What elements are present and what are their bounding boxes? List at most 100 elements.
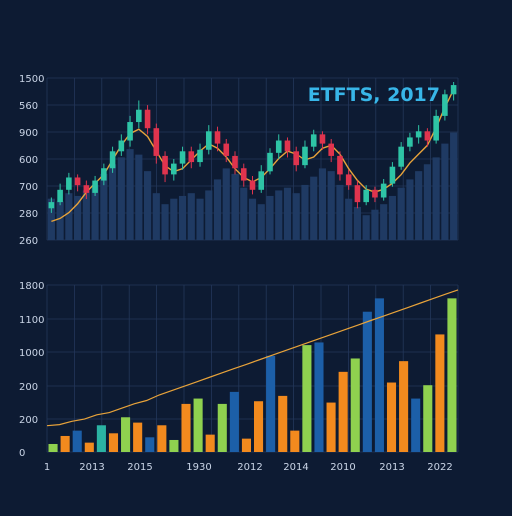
volume-bar <box>336 184 344 240</box>
volume-bar <box>74 195 82 240</box>
bar <box>96 425 106 452</box>
bar <box>193 398 203 452</box>
bar <box>338 371 348 452</box>
volume-bar <box>240 187 248 240</box>
volume-bar <box>353 206 362 240</box>
volume-bar <box>126 149 134 240</box>
volume-bar <box>318 168 327 240</box>
bar <box>266 355 276 452</box>
bottom-bars <box>48 298 457 452</box>
volume-bar <box>397 187 405 240</box>
volume-bar <box>161 204 169 240</box>
candle-body <box>66 177 72 190</box>
bottom-y-tick-label: 1000 <box>19 348 44 359</box>
bar <box>241 438 251 452</box>
top-y-tick-label: 600 <box>19 155 38 166</box>
volume-bar <box>135 154 143 240</box>
top-y-tick-label: 280 <box>19 209 38 220</box>
bottom-y-tick-label: 1800 <box>19 281 44 292</box>
bottom-x-tick-label: 2013 <box>79 462 104 473</box>
candle-body <box>179 151 186 164</box>
candle-body <box>136 109 142 123</box>
bottom-x-tick-labels: 1 2013 2015 1930 2012 2014 2010 2013 2022 <box>44 462 453 473</box>
top-y-tick-label: 900 <box>19 128 38 139</box>
candle-body <box>293 151 300 166</box>
bar <box>254 401 264 452</box>
candle-body <box>354 185 361 203</box>
bottom-trend-line <box>46 289 459 427</box>
bar <box>374 298 384 452</box>
volume-bar <box>152 193 160 240</box>
volume-bar <box>47 198 55 240</box>
bar <box>435 334 445 452</box>
bar <box>447 298 457 452</box>
bar <box>362 311 372 452</box>
bar <box>169 439 179 452</box>
bar <box>314 342 324 452</box>
volume-bar <box>231 173 239 240</box>
candle-body <box>389 166 396 184</box>
volume-bar <box>65 193 73 240</box>
volume-bar <box>301 184 309 240</box>
candle-body <box>232 155 238 169</box>
candle-body <box>415 131 422 138</box>
volume-bar <box>345 198 353 240</box>
candle-body <box>398 146 404 167</box>
volume-bar <box>100 173 108 240</box>
volume-bar <box>205 190 213 240</box>
candle-body <box>380 183 387 198</box>
candle-body <box>258 171 265 190</box>
bottom-x-tick-label: 2014 <box>283 462 308 473</box>
candle-body <box>83 185 90 193</box>
bar <box>326 402 336 452</box>
candle-body <box>328 143 335 156</box>
bar <box>350 358 360 452</box>
bar <box>60 435 70 452</box>
volume-bar <box>283 187 292 240</box>
bar <box>48 443 58 452</box>
chart-annotation: ETFTS, 2017 <box>308 84 440 106</box>
volume-bar <box>143 171 152 240</box>
bottom-x-tick-label: 2012 <box>237 462 262 473</box>
bar <box>399 361 409 452</box>
volume-bar <box>388 195 396 240</box>
top-y-tick-label: 260 <box>19 236 38 247</box>
volume-bar <box>196 198 204 240</box>
bar <box>145 437 155 452</box>
bar <box>386 382 397 452</box>
volume-bar <box>380 204 388 240</box>
bottom-y-tick-label: 200 <box>19 382 38 393</box>
candlestick-panel: 1500 560 900 600 700 280 260 ETFTS, 2017 <box>19 74 459 247</box>
candle-body <box>363 189 369 203</box>
bar <box>205 434 215 452</box>
candle-body <box>302 146 308 166</box>
volume-bar <box>222 168 230 240</box>
candle-body <box>267 152 273 172</box>
top-y-tick-label: 560 <box>19 101 38 112</box>
volume-bar <box>362 215 370 240</box>
candle-body <box>424 131 431 141</box>
candle-body <box>249 180 256 190</box>
volume-bar <box>415 171 423 240</box>
volume-bar <box>170 198 178 240</box>
bottom-x-tick-label: 2022 <box>427 462 452 473</box>
candle-body <box>319 134 326 144</box>
bar <box>72 430 82 452</box>
bar <box>411 398 421 452</box>
candle-body <box>48 202 55 209</box>
candle-body <box>407 137 413 147</box>
bar <box>278 395 288 452</box>
volume-bar <box>441 143 449 240</box>
volume-bar <box>213 179 222 240</box>
volume-bar <box>450 132 458 240</box>
candle-body <box>153 128 160 156</box>
bar <box>108 433 119 452</box>
candle-body <box>275 140 282 153</box>
volume-bar <box>91 184 99 240</box>
volume-bar <box>275 190 283 240</box>
bottom-y-tick-label: 200 <box>19 415 38 426</box>
bar <box>157 425 167 452</box>
volume-bar <box>257 204 265 240</box>
